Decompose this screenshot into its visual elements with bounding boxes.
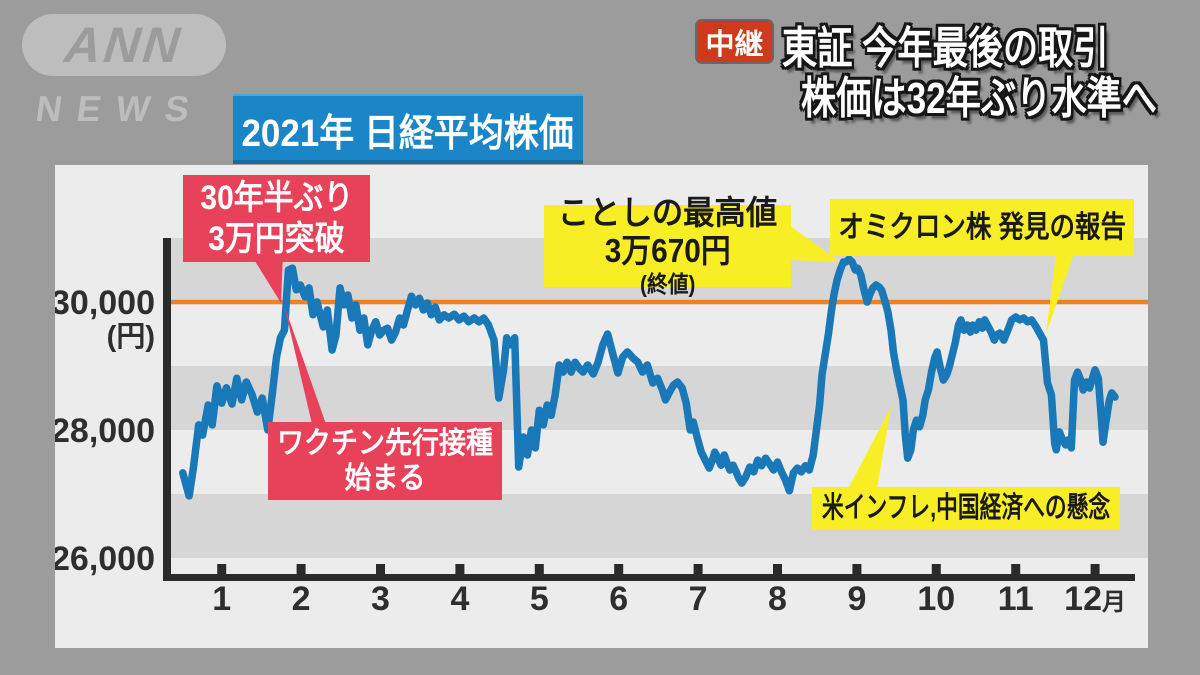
x-tick-label: 6 xyxy=(609,580,628,618)
x-tick xyxy=(1090,564,1100,575)
callout-vaccine-start: ワクチン先行接種 始まる xyxy=(268,422,502,500)
callout-pointer-vaccine-start xyxy=(284,305,326,424)
x-tick-label: 5 xyxy=(530,580,549,618)
callout-text: オミクロン株 発見の報告 xyxy=(838,210,1126,244)
reference-line-30000 xyxy=(168,299,1148,305)
y-tick-label: 28,000 xyxy=(55,412,155,450)
callout-text: 30年半ぶり xyxy=(200,179,353,218)
callout-thirty-year-break: 30年半ぶり 3万円突破 xyxy=(183,175,370,262)
x-tick-label: 11 xyxy=(998,580,1034,618)
callout-text: ワクチン先行接種 xyxy=(277,426,493,460)
x-tick xyxy=(376,564,385,575)
y-axis xyxy=(163,238,171,581)
ann-logo-text: ANN xyxy=(62,17,186,73)
callout-text: 3万円突破 xyxy=(208,219,345,258)
callout-year-high: ことしの最高値 3万670円 (終値) xyxy=(544,194,791,297)
chart-title-banner: 2021年 日経平均株価 xyxy=(233,94,583,164)
x-tick xyxy=(614,564,624,575)
x-tick-label: 10 xyxy=(917,580,955,618)
nikkei-line-chart: 1 2 3 4 5 6 7 8 9 10 11 12月 30,000 28,000 26,000 (円) xyxy=(55,225,1148,618)
x-tick-label: 7 xyxy=(689,580,708,618)
chart-title-text: 2021年 日経平均株価 xyxy=(241,112,575,155)
x-tick xyxy=(296,564,306,575)
x-tick-label: 1 xyxy=(212,580,231,618)
x-tick xyxy=(217,564,227,575)
x-tick-label: 12月 xyxy=(1064,580,1126,618)
x-tick xyxy=(534,564,544,575)
callout-value-suffix: (終値) xyxy=(639,271,696,298)
nikkei-price-line xyxy=(179,255,1119,500)
callout-text: ことしの最高値 xyxy=(557,193,778,231)
ann-logo: ANN xyxy=(22,14,226,76)
y-tick-label: 26,000 xyxy=(55,540,155,578)
callout-omicron-report: オミクロン株 発見の報告 xyxy=(830,199,1134,256)
callout-text: 始まる xyxy=(344,462,426,495)
x-tick xyxy=(931,564,941,575)
y-tick-label: 30,000 xyxy=(55,284,155,322)
callout-inflation-china-concern: 米インフレ,中国経済への懸念 xyxy=(812,487,1120,530)
x-tick-label: 4 xyxy=(450,580,469,618)
headline-line2: 株価は32年ぶり水準へ xyxy=(801,74,1157,123)
x-tick xyxy=(693,564,703,575)
live-badge: 中継 xyxy=(697,21,772,62)
callout-value: 3万670円 xyxy=(604,232,731,270)
callout-pointer-omicron-report xyxy=(1046,254,1074,334)
x-tick-label: 2 xyxy=(292,580,311,618)
x-tick xyxy=(773,564,782,575)
x-tick xyxy=(852,564,862,575)
ann-news-text: NEWS xyxy=(33,88,207,129)
x-axis xyxy=(163,574,1135,581)
callout-text: 米インフレ,中国経済への懸念 xyxy=(821,492,1111,525)
headline-line1: 東証 今年最後の取引 xyxy=(782,24,1109,73)
callout-pointer-thirty-year-break xyxy=(250,253,283,303)
callout-value-row: 3万670円 (終値) xyxy=(601,232,733,298)
x-tick-label: 3 xyxy=(371,580,390,618)
callout-pointer-inflation-china-concern xyxy=(848,407,891,489)
y-axis-unit: (円) xyxy=(107,321,155,353)
x-tick xyxy=(455,564,465,575)
x-tick xyxy=(1011,564,1021,575)
x-tick-label: 8 xyxy=(768,580,787,618)
x-tick-label: 9 xyxy=(847,580,866,618)
callout-pointer-year-high xyxy=(789,225,840,262)
